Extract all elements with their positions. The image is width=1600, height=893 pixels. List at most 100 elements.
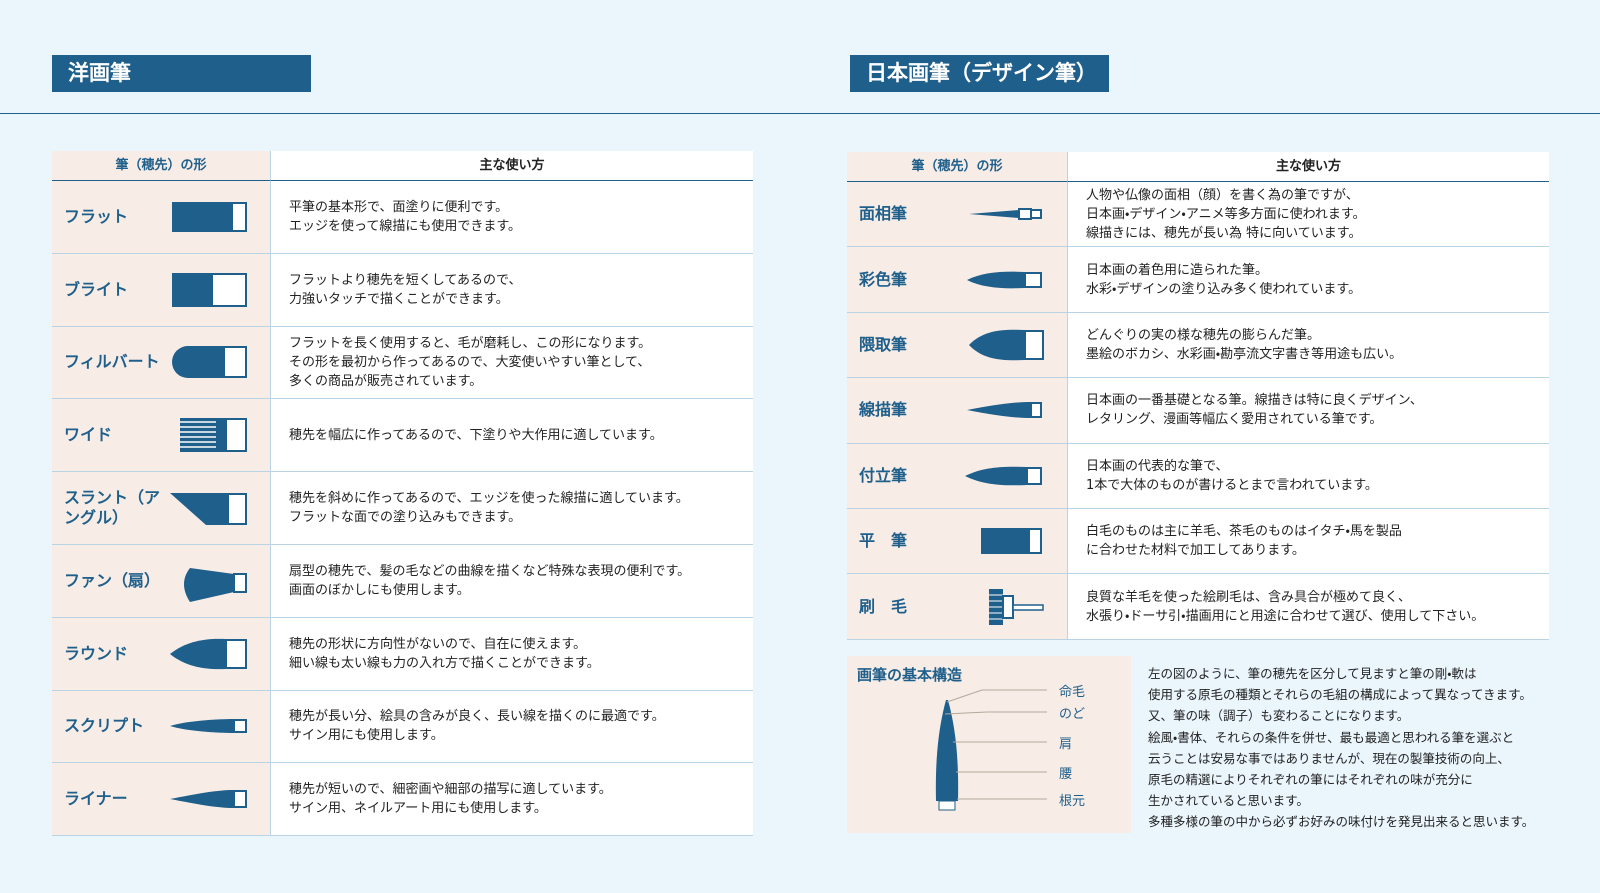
ferrule [225,418,247,453]
desc-cell: 穂先が長い分、絵具の含みが良く、長い線を描くのに最適です。 サイン用にも使用します… [270,690,753,764]
brush-icon [172,346,247,379]
name-cell: 付立筆 [847,443,1067,509]
brush-icon [184,567,247,602]
ferrule [1018,208,1032,221]
desc-cell: 日本画の一番基礎となる筆。線描きは特に良くデザイン、 レタリング、漫画等幅広く愛用… [1067,378,1549,444]
brush-name: ラウンド [64,643,129,663]
part-label: 命毛 [1059,685,1086,700]
name-cell: スラント（アングル） [52,472,270,545]
brush-name: 平 筆 [859,531,908,551]
ferrule [211,272,247,307]
brush-icon [969,329,1044,361]
desc-cell: どんぐりの実の様な穂先の膨らんだ筆。墨絵のボカシ、水彩画・勘亭流文字書き等用途も… [1067,312,1549,379]
brush-name: フィルバート [64,352,160,372]
left-title: 洋画筆 [52,55,311,92]
ferrule [1028,528,1042,555]
desc-line: どんぐりの実の様な穂先の膨らんだ筆。 [1086,327,1321,343]
desc-cell: 人物や仏像の面相（顔）を書く為の筆ですが、 日本画・デザイン・アニメ等多方面に使わ… [1067,182,1549,248]
structure-box: 画筆の基本構造 命毛 のど肩腰根元 [847,656,1131,833]
desc-line: 水彩・デザインの塗り込み多く使われています。 [1086,281,1362,297]
desc-line: 良質な羊毛を使った絵刷毛は、含み具合が極めて良く、 [1086,589,1412,605]
name-cell: フィルバート [52,326,270,400]
desc-line: 多くの商品が販売されています。 [289,373,483,389]
desc-line: 平筆の基本形で、面塗りに便利です。 [289,199,509,215]
desc-cell: フラットより穂先を短くしてあるので、 力強いタッチで描くことができます。 [270,253,753,327]
desc-line: 日本画・デザイン・アニメ等多方面に使われます。 [1086,206,1366,222]
name-cell: ライナー [52,763,270,837]
desc-line: エッジを使って線描にも使用できます。 [289,218,522,234]
brush-icon [170,790,247,809]
brush-icon [172,272,247,307]
desc-line: 穂先が長い分、絵具の含みが良く、長い線を描くのに最適です。 [289,709,665,725]
brush-ferrule [938,800,956,811]
brush-icon [180,418,247,453]
desc-cell: 日本画の代表的な筆で、 1本で大体のものが書けるとまで言われています。 [1067,443,1549,509]
bristles [170,719,234,734]
leaders [944,689,1047,800]
brush-icon [170,719,247,734]
brush-name: 隈取筆 [859,334,908,354]
brush-name: 付立筆 [859,465,908,485]
bristles [969,329,1025,361]
right-title: 日本画筆（デザイン筆） [850,55,1109,92]
bristles [967,402,1031,419]
structure-text: 左の図のように、筆の穂先を区分して見ますと筆の剛・軟は 使用する原毛の種類とそれら… [1148,663,1534,833]
header-cell: 筆（穂先）の形 [52,151,270,181]
ferrule [227,493,247,526]
ferrule [233,572,247,593]
ferrule [1030,402,1042,419]
desc-line: フラットより穂先を短くしてあるので、 [289,272,522,288]
part-label: 肩 [1059,737,1073,752]
desc-cell: 扇型の穂先で、髪の毛などの曲線を描くなど特殊な表現の便利です。 画面のぼかしにも使… [270,545,753,618]
name-cell: 面相筆 [847,182,1067,248]
desc-line: 細い線も太い線も力の入れ方で描くことができます。 [289,655,600,671]
name-cell: 隈取筆 [847,312,1067,379]
ferrule [233,719,247,734]
name-cell: 平 筆 [847,509,1067,575]
bristles [172,272,212,307]
bristles [170,493,228,526]
header-cell: 主な使い方 [1067,152,1549,182]
desc-line: 扇型の穂先で、髪の毛などの曲線を描くなど特殊な表現の便利です。 [289,563,691,579]
brush-name: スラント（アングル） [64,488,161,528]
part-label: のど [1059,707,1086,722]
brush-name: ブライト [64,279,129,299]
ferrule [223,346,247,379]
ferrule [1026,466,1042,485]
name-cell: ファン（扇） [52,545,270,618]
text-line: 絵風・書体、それらの条件を併せ、最も最適と思われる筆を選ぶと [1148,729,1515,745]
desc-line: 日本画の代表的な筆で、 [1086,458,1229,474]
brush-icon [967,271,1042,288]
brush-icon [981,528,1042,555]
bristles [965,466,1027,486]
desc-line: 穂先を斜めに作ってあるので、エッジを使った線描に適しています。 [289,491,689,507]
brush-icon [170,493,247,526]
desc-cell: 穂先が短いので、細密画や細部の描写に適しています。 サイン用、ネイルアート用にも使… [270,763,753,837]
bristles [967,271,1025,288]
text-line: 左の図のように、筆の穂先を区分して見ますと筆の剛・軟は [1148,666,1477,681]
brush-head [935,700,959,801]
desc-line: 1本で大体のものが書けるとまで言われています。 [1086,477,1378,493]
brush-icon [969,208,1042,221]
desc-line: 日本画の着色用に造られた筆。 [1086,262,1269,278]
desc-line: その形を最初から作ってあるので、大変使いやすい筆として、 [289,354,651,370]
desc-line: レタリング、漫画等幅広く愛用されている筆です。 [1086,412,1383,428]
brush-name: 彩色筆 [859,269,908,289]
brush-icon [965,466,1042,486]
brush-name: フラット [64,206,129,226]
bristles [184,567,234,602]
bristles [170,638,226,669]
bristles [969,210,1019,219]
desc-line: 墨絵のボカシ、水彩画・勘亭流文字書き等用途も広い。 [1086,346,1403,362]
ferrule [1024,271,1042,288]
text-line: 原毛の精選によりそれぞれの筆にはそれぞれの味が充分に [1148,772,1473,788]
leader [944,711,1047,715]
part-label: 腰 [1059,767,1073,782]
desc-cell: 平筆の基本形で、面塗りに便利です。 エッジを使って線描にも使用できます。 [270,181,753,254]
name-cell: スクリプト [52,690,270,764]
ferrule [233,790,247,809]
desc-line: 日本画の一番基礎となる筆。線描きは特に良くデザイン、 [1086,393,1423,409]
bristles [172,346,224,379]
bristles [170,790,234,809]
